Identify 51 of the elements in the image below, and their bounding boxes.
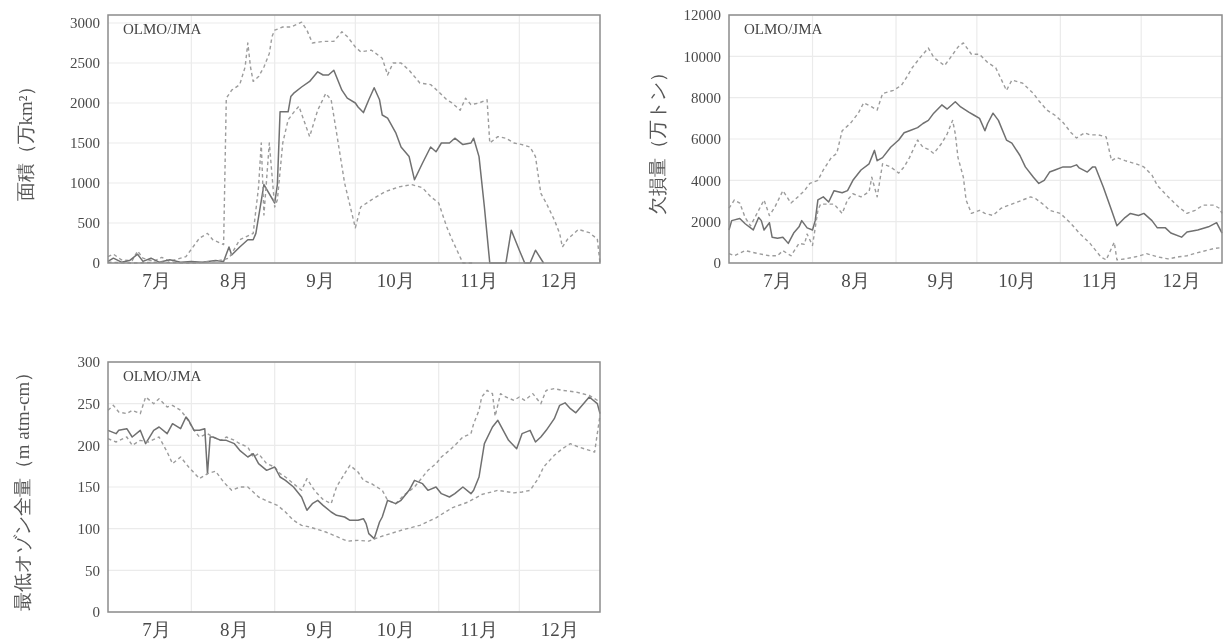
x-tick-label: 11月 — [1082, 270, 1120, 291]
x-tick-label: 9月 — [306, 270, 335, 291]
x-tick-label: 12月 — [540, 619, 579, 639]
y-tick-label: 250 — [77, 395, 100, 412]
x-tick-label: 12月 — [540, 270, 579, 291]
x-tick-label: 8月 — [220, 619, 249, 639]
line-series — [728, 42, 1223, 227]
y-tick-label: 10000 — [683, 48, 721, 65]
x-tick-label: 8月 — [220, 270, 249, 291]
y-axis-title: 欠損量（万トン） — [646, 63, 668, 215]
y-tick-label: 150 — [77, 479, 100, 496]
y-tick-label: 500 — [77, 215, 100, 232]
y-tick-label: 2000 — [691, 213, 721, 230]
y-axis-title: 面積（万km²） — [14, 76, 36, 202]
x-tick-label: 7月 — [142, 619, 171, 639]
annotation: OLMO/JMA — [123, 368, 202, 384]
y-tick-label: 1500 — [70, 135, 100, 152]
x-tick-label: 10月 — [376, 270, 415, 291]
y-tick-label: 0 — [92, 255, 100, 272]
y-tick-label: 6000 — [691, 131, 721, 148]
line-series — [107, 69, 545, 264]
x-tick-label: 11月 — [460, 619, 498, 639]
line-series — [728, 119, 1223, 261]
y-tick-label: 12000 — [683, 7, 721, 24]
y-tick-label: 3000 — [70, 15, 100, 32]
y-tick-label: 0 — [713, 255, 721, 272]
x-tick-label: 9月 — [927, 270, 957, 291]
line-series — [107, 21, 601, 264]
x-tick-label: 8月 — [841, 270, 870, 291]
line-series — [107, 387, 601, 505]
y-tick-label: 50 — [85, 562, 100, 579]
y-axis-title: 最低オゾン全量（m atm-cm） — [11, 362, 33, 612]
y-tick-label: 8000 — [691, 89, 721, 106]
annotation: OLMO/JMA — [744, 21, 823, 37]
x-tick-label: 10月 — [376, 619, 415, 639]
y-tick-label: 0 — [92, 604, 100, 621]
x-tick-label: 9月 — [306, 619, 335, 639]
y-tick-label: 300 — [77, 354, 100, 371]
y-tick-label: 1000 — [70, 175, 100, 192]
x-tick-label: 7月 — [142, 270, 171, 291]
y-tick-label: 200 — [77, 437, 100, 454]
annotation: OLMO/JMA — [123, 21, 202, 37]
x-tick-label: 7月 — [763, 270, 792, 291]
y-tick-label: 2000 — [70, 95, 100, 112]
y-tick-label: 100 — [77, 520, 100, 537]
y-tick-label: 2500 — [70, 55, 100, 72]
line-series — [728, 101, 1223, 245]
x-tick-label: 11月 — [460, 270, 498, 291]
x-tick-label: 10月 — [998, 270, 1037, 291]
x-tick-label: 12月 — [1162, 270, 1201, 291]
y-tick-label: 4000 — [691, 172, 721, 189]
